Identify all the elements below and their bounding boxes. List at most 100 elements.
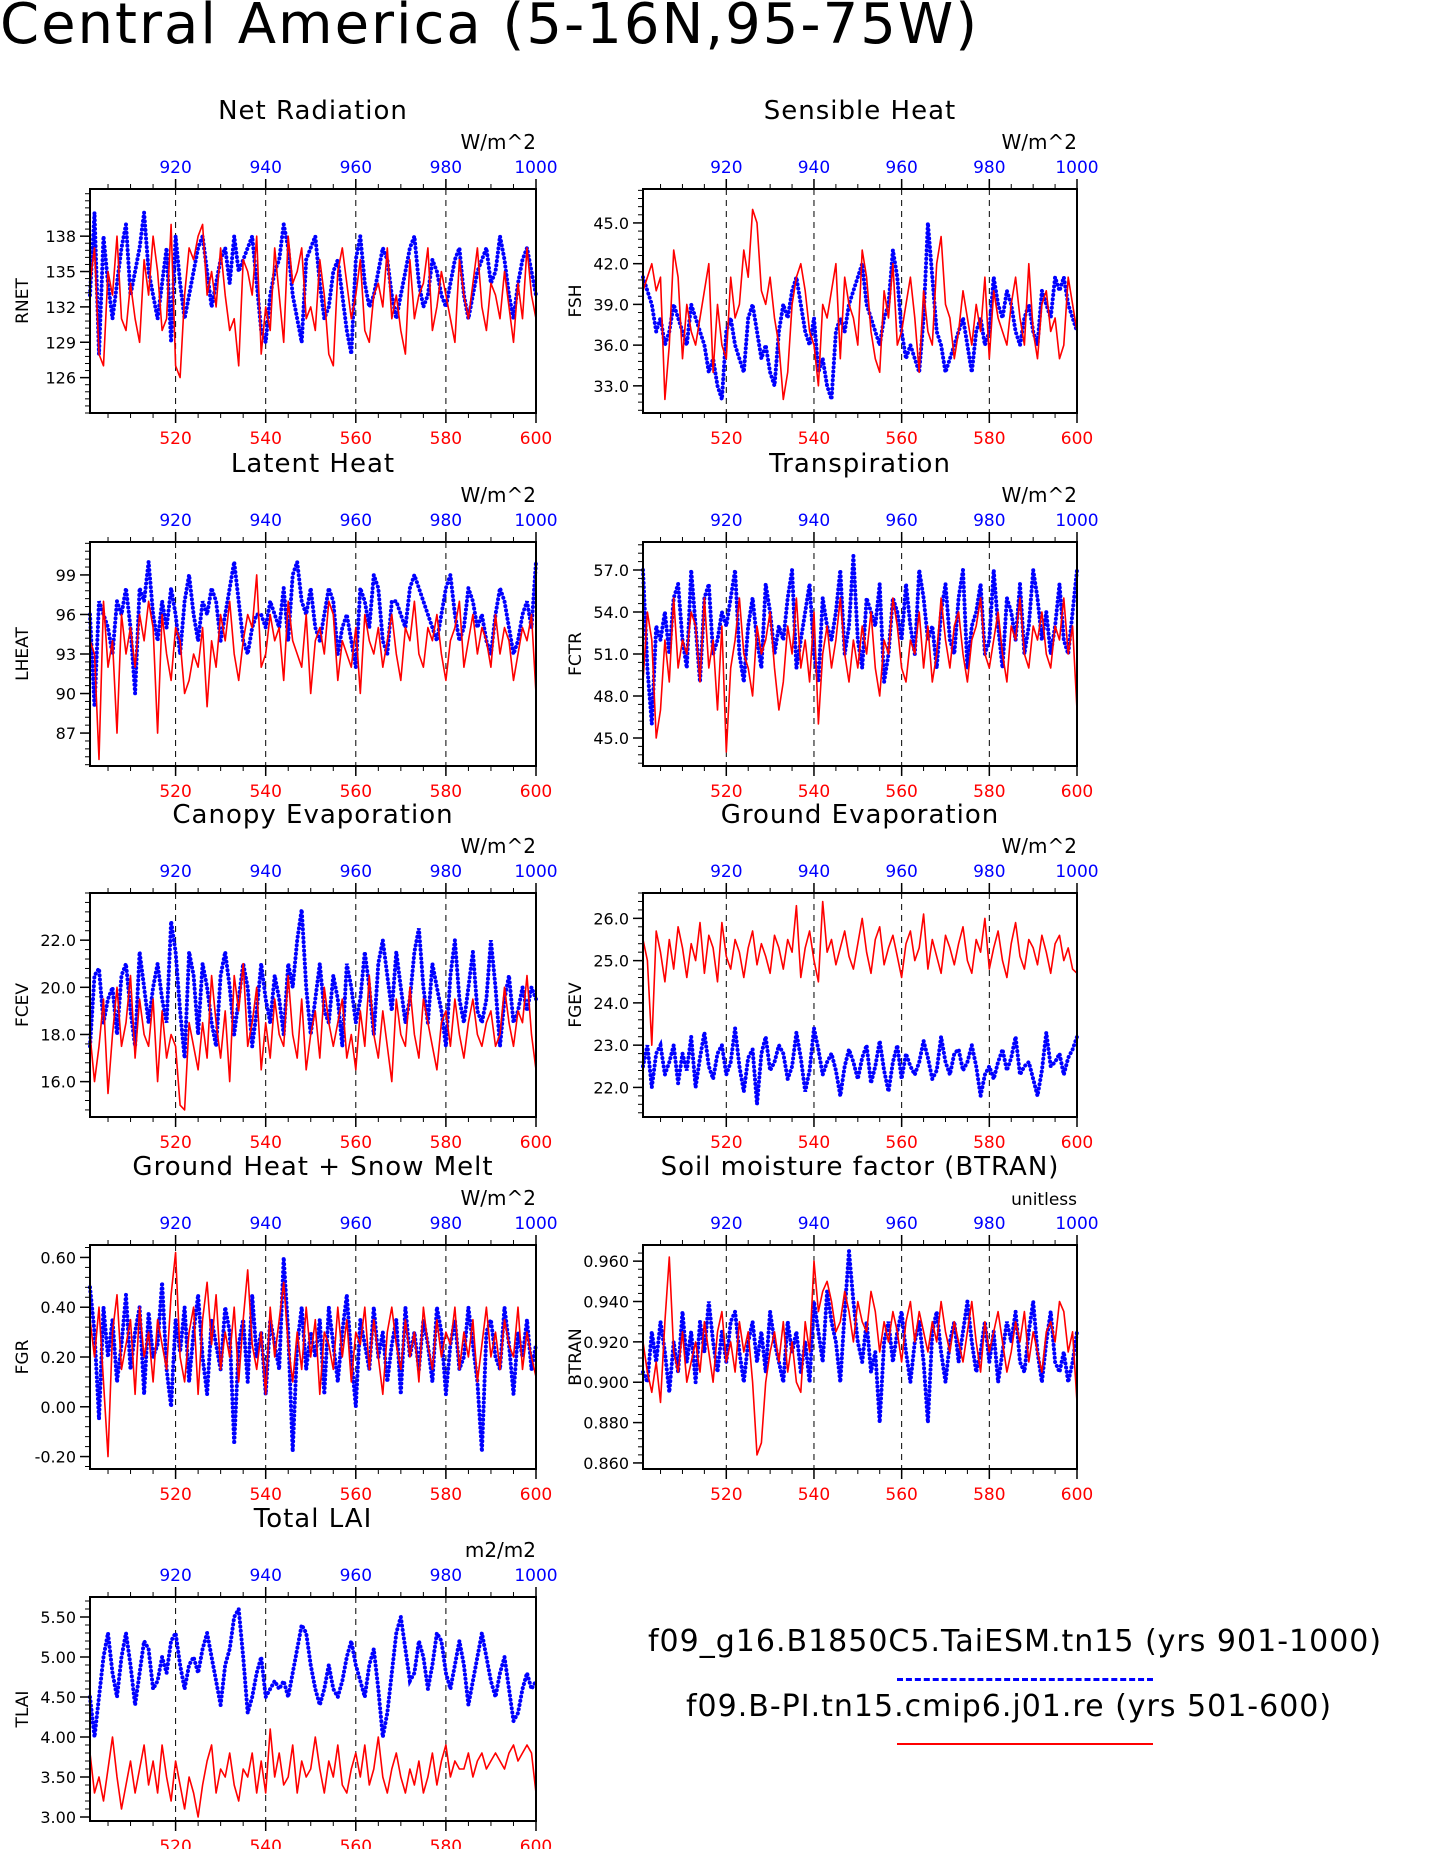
y-tick-label: 39.0 — [593, 295, 629, 314]
y-tick-label: 51.0 — [593, 645, 629, 664]
series-case1-line — [641, 1027, 1079, 1105]
x-bottom-tick-label: 520 — [159, 1133, 191, 1153]
units-label: W/m^2 — [1002, 834, 1077, 858]
plot-frame — [642, 892, 1078, 1118]
chart-fgr: Ground Heat + Snow Melt W/m^2 -0.20 0.00 0.2… — [13, 1152, 558, 1505]
y-tick-label: 0.920 — [583, 1333, 629, 1352]
series-case1-line — [88, 212, 538, 355]
y-tick-label: 138 — [45, 227, 76, 246]
x-top-tick-label: 960 — [340, 158, 372, 178]
y-tick-label: 132 — [45, 298, 76, 317]
x-top-tick-label: 1000 — [514, 511, 557, 531]
chart-title: Net Radiation — [218, 96, 408, 126]
y-tick-label: 0.940 — [583, 1293, 629, 1312]
x-bottom-tick-label: 520 — [159, 1837, 191, 1849]
x-top-tick-label: 980 — [973, 511, 1005, 531]
chart-fsh: Sensible Heat W/m^2 33.0 36.0 39.0 42.0 45.0 FS… — [566, 96, 1099, 449]
series-case2-line — [89, 1251, 537, 1458]
x-top-tick-label: 960 — [885, 158, 917, 178]
x-bottom-tick-label: 600 — [520, 782, 552, 802]
x-bottom-tick-label: 580 — [430, 1485, 462, 1505]
chart-btran: Soil moisture factor (BTRAN) unitless 0.86… — [566, 1152, 1099, 1505]
plot-frame — [642, 1244, 1078, 1470]
x-bottom-tick-label: 600 — [520, 1837, 552, 1849]
y-tick-label: 22.0 — [593, 1078, 629, 1097]
chart-title: Total LAI — [253, 1504, 373, 1534]
x-top-tick-label: 980 — [430, 1566, 462, 1586]
x-top-tick-label: 920 — [159, 862, 191, 882]
y-tick-label: 87 — [56, 724, 76, 743]
x-top-tick-label: 980 — [430, 158, 462, 178]
x-bottom-tick-label: 600 — [520, 1133, 552, 1153]
x-top-tick-label: 920 — [159, 158, 191, 178]
x-bottom-tick-label: 600 — [520, 1485, 552, 1505]
x-top-tick-label: 920 — [710, 511, 742, 531]
x-top-tick-label: 940 — [249, 1566, 281, 1586]
x-bottom-tick-label: 540 — [798, 1485, 830, 1505]
x-bottom-tick-label: 520 — [159, 782, 191, 802]
y-axis-label: FCEV — [13, 983, 33, 1027]
x-top-tick-label: 1000 — [514, 1214, 557, 1234]
x-bottom-tick-label: 600 — [1061, 429, 1093, 449]
x-bottom-tick-label: 560 — [340, 429, 372, 449]
series-case2-line — [89, 962, 537, 1111]
y-tick-label: 0.900 — [583, 1373, 629, 1392]
units-label: W/m^2 — [461, 483, 536, 507]
y-tick-label: 18.0 — [40, 1025, 76, 1044]
x-top-tick-label: 940 — [249, 511, 281, 531]
series-case1-line — [641, 1250, 1079, 1423]
y-tick-label: 26.0 — [593, 909, 629, 928]
chart-title: Ground Heat + Snow Melt — [132, 1152, 493, 1182]
x-bottom-tick-label: 520 — [710, 1485, 742, 1505]
legend-swatch-case1 — [897, 1678, 1153, 1681]
legend-entry-case1: f09_g16.B1850C5.TaiESM.tn15 (yrs 901-100… — [648, 1624, 1383, 1659]
x-bottom-tick-label: 540 — [249, 1133, 281, 1153]
x-top-tick-label: 940 — [798, 158, 830, 178]
y-axis-label: FGR — [13, 1339, 33, 1374]
x-bottom-tick-label: 580 — [973, 1133, 1005, 1153]
units-label: W/m^2 — [1002, 483, 1077, 507]
chart-title: Transpiration — [768, 449, 951, 479]
x-bottom-tick-label: 560 — [885, 782, 917, 802]
x-bottom-tick-label: 540 — [798, 1133, 830, 1153]
y-tick-label: 0.00 — [40, 1398, 76, 1417]
y-tick-label: 5.00 — [40, 1648, 76, 1667]
units-label: W/m^2 — [461, 130, 536, 154]
chart-title: Sensible Heat — [764, 96, 956, 126]
units-label: W/m^2 — [1002, 130, 1077, 154]
x-bottom-tick-label: 580 — [973, 1485, 1005, 1505]
series-case2-line — [642, 1256, 1078, 1456]
x-top-tick-label: 980 — [430, 862, 462, 882]
chart-title: Soil moisture factor (BTRAN) — [661, 1152, 1060, 1182]
y-tick-label: 22.0 — [40, 931, 76, 950]
x-bottom-tick-label: 520 — [710, 429, 742, 449]
y-axis-label: BTRAN — [566, 1328, 586, 1386]
x-top-tick-label: 980 — [973, 158, 1005, 178]
x-top-tick-label: 960 — [340, 511, 372, 531]
x-top-tick-label: 960 — [885, 862, 917, 882]
x-top-tick-label: 1000 — [1055, 862, 1098, 882]
y-tick-label: 96 — [56, 605, 76, 624]
y-axis-label: FCTR — [566, 632, 586, 676]
x-top-tick-label: 1000 — [514, 862, 557, 882]
chart-title: Latent Heat — [231, 449, 395, 479]
y-tick-label: 0.60 — [40, 1248, 76, 1267]
y-tick-label: 129 — [45, 333, 76, 352]
x-top-tick-label: 920 — [710, 158, 742, 178]
x-top-tick-label: 940 — [798, 511, 830, 531]
y-tick-label: 24.0 — [593, 994, 629, 1013]
y-tick-label: 25.0 — [593, 952, 629, 971]
x-top-tick-label: 960 — [885, 511, 917, 531]
units-label: m2/m2 — [465, 1538, 536, 1562]
y-axis-label: TLAI — [13, 1691, 33, 1729]
x-top-tick-label: 980 — [430, 1214, 462, 1234]
y-tick-label: 0.880 — [583, 1414, 629, 1433]
x-bottom-tick-label: 540 — [249, 782, 281, 802]
y-tick-label: 45.0 — [593, 729, 629, 748]
series-case1-line — [641, 222, 1079, 401]
chart-rnet: Net Radiation W/m^2 126 129 132 135 138 RNET 520… — [13, 96, 558, 449]
x-top-tick-label: 960 — [340, 1566, 372, 1586]
y-tick-label: 33.0 — [593, 377, 629, 396]
